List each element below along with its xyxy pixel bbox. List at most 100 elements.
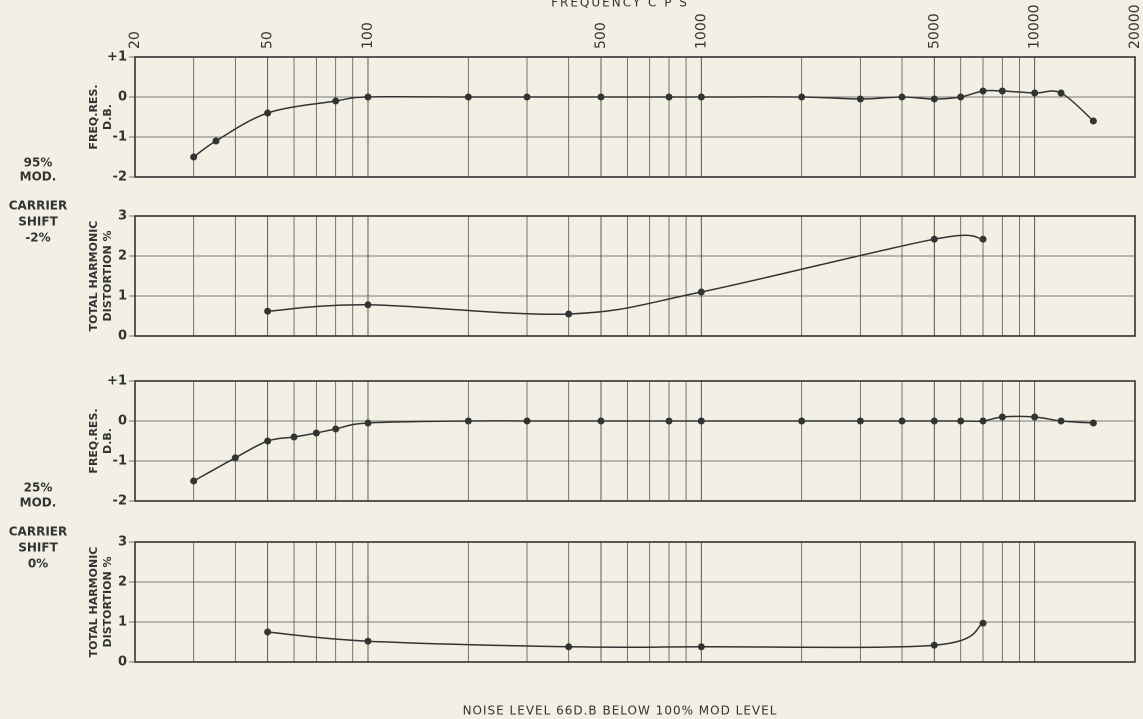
data-point <box>264 307 272 315</box>
chart-title: FREQUENCY C P S <box>551 0 689 10</box>
side-label: MOD. <box>20 170 57 184</box>
data-point <box>364 637 372 645</box>
y-tick-label: 1 <box>118 289 127 304</box>
data-point <box>231 454 239 462</box>
data-point <box>1031 89 1039 97</box>
data-point <box>979 87 987 95</box>
y-axis-label: DISTORTION % <box>101 231 114 322</box>
curve <box>267 234 984 316</box>
data-point <box>898 417 906 425</box>
y-tick-label: -2 <box>113 170 127 185</box>
y-tick-label: 0 <box>118 655 127 670</box>
data-point <box>212 137 220 145</box>
data-point <box>597 93 605 101</box>
data-point <box>998 413 1006 421</box>
panel-frame <box>134 380 1136 502</box>
data-point <box>264 628 272 636</box>
data-point <box>665 417 673 425</box>
y-tick-label: 2 <box>118 575 127 590</box>
data-point <box>464 417 472 425</box>
y-tick-label: 2 <box>118 249 127 264</box>
y-axis-label: TOTAL HARMONIC <box>87 221 100 332</box>
data-point <box>697 417 705 425</box>
data-point <box>1089 419 1097 427</box>
curve <box>193 89 1094 158</box>
data-point <box>798 417 806 425</box>
y-tick-label: 3 <box>118 535 127 550</box>
panel-frame <box>134 215 1136 337</box>
panel-frame <box>134 56 1136 178</box>
data-point <box>1057 417 1065 425</box>
panel-frame <box>134 541 1136 663</box>
side-label: 95% <box>24 156 53 170</box>
side-label: MOD. <box>20 496 57 510</box>
data-point <box>697 643 705 651</box>
y-axis-label: FREQ.RES. <box>87 408 100 473</box>
x-tick-label: 5000 <box>926 13 942 49</box>
y-tick-label: 3 <box>118 209 127 224</box>
y-tick-label: -1 <box>113 454 127 469</box>
x-tick-label: 20000 <box>1127 4 1143 49</box>
data-point <box>697 93 705 101</box>
data-point <box>190 477 198 485</box>
x-tick-label: 500 <box>593 22 609 49</box>
data-point <box>190 153 198 161</box>
data-point <box>856 417 864 425</box>
side-label: CARRIER <box>9 199 67 213</box>
data-point <box>798 93 806 101</box>
data-point <box>930 95 938 103</box>
y-tick-label: 0 <box>118 90 127 105</box>
data-point <box>264 437 272 445</box>
y-axis-label: D.B. <box>101 428 114 454</box>
footer: NOISE LEVEL 66D.B BELOW 100% MOD LEVEL <box>463 704 778 718</box>
y-tick-label: +1 <box>107 374 127 389</box>
y-tick-label: -2 <box>113 494 127 509</box>
y-tick-label: 0 <box>118 329 127 344</box>
x-tick-label: 20 <box>127 31 143 49</box>
data-point <box>523 417 531 425</box>
data-point <box>1031 413 1039 421</box>
data-point <box>523 93 531 101</box>
y-tick-label: 1 <box>118 615 127 630</box>
data-point <box>998 87 1006 95</box>
data-point <box>364 93 372 101</box>
side-label: SHIFT <box>18 541 58 555</box>
data-point <box>332 97 340 105</box>
y-tick-label: 0 <box>118 414 127 429</box>
curve <box>267 622 984 649</box>
x-tick-label: 1000 <box>693 13 709 49</box>
data-point <box>979 619 987 627</box>
data-point <box>597 417 605 425</box>
side-label: 0% <box>28 557 48 571</box>
data-point <box>930 641 938 649</box>
data-point <box>665 93 673 101</box>
data-point <box>957 417 965 425</box>
side-label: 25% <box>24 481 53 495</box>
x-tick-label: 10000 <box>1027 4 1043 49</box>
y-axis-label: DISTORTION % <box>101 557 114 648</box>
y-axis-label: D.B. <box>101 104 114 130</box>
data-point <box>264 109 272 117</box>
data-point <box>930 235 938 243</box>
data-point <box>856 95 864 103</box>
side-label: CARRIER <box>9 525 67 539</box>
data-point <box>1089 117 1097 125</box>
curve <box>193 415 1094 482</box>
data-point <box>312 429 320 437</box>
data-point <box>332 425 340 433</box>
data-point <box>565 643 573 651</box>
data-point <box>979 417 987 425</box>
side-label: SHIFT <box>18 215 58 229</box>
data-point <box>979 235 987 243</box>
y-axis-label: TOTAL HARMONIC <box>87 547 100 658</box>
data-point <box>1057 89 1065 97</box>
data-point <box>290 433 298 441</box>
data-point <box>898 93 906 101</box>
data-point <box>364 301 372 309</box>
x-tick-label: 50 <box>260 31 276 49</box>
data-point <box>464 93 472 101</box>
data-point <box>930 417 938 425</box>
data-point <box>364 419 372 427</box>
x-tick-label: 100 <box>360 22 376 49</box>
